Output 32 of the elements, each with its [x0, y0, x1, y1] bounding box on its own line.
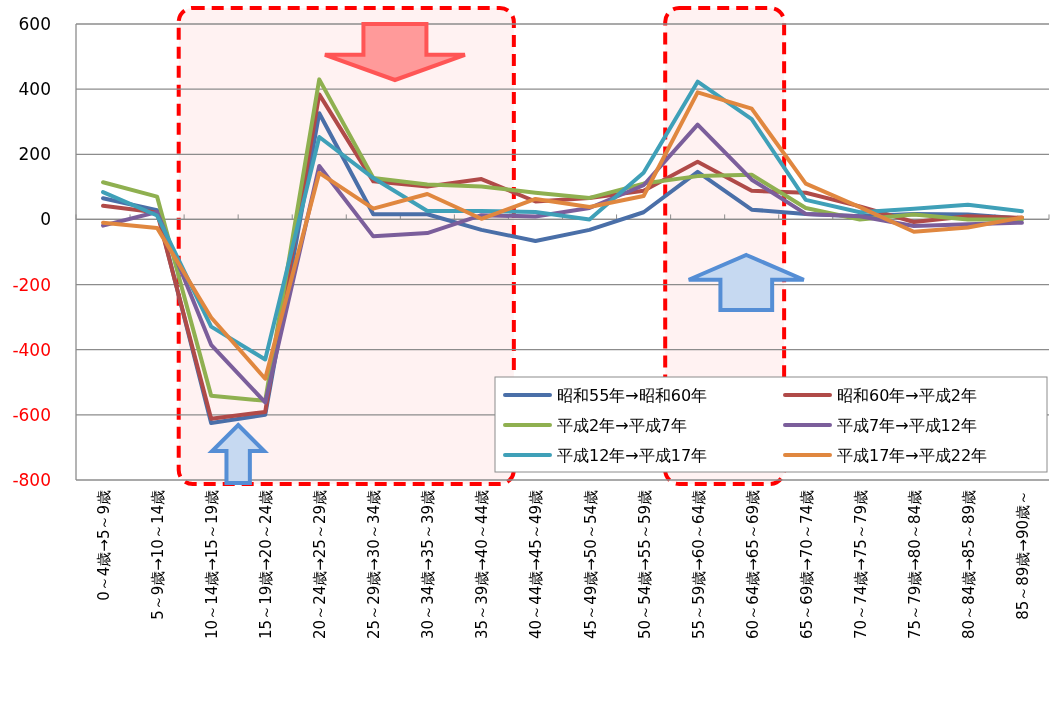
x-tick-label: 55～59歳→60～64歳: [689, 490, 708, 639]
x-tick-label: 5～9歳→10～14歳: [149, 490, 168, 620]
y-tick-label: -800: [12, 470, 51, 490]
x-tick-label: 30～34歳→35～39歳: [419, 490, 438, 639]
legend-label: 昭和60年→平成2年: [837, 386, 977, 405]
y-tick-label: 0: [40, 209, 51, 230]
y-tick-label: 600: [18, 14, 51, 34]
x-tick-label: 45～49歳→50～54歳: [581, 490, 600, 639]
y-tick-label: -400: [12, 339, 51, 360]
legend-label: 昭和55年→昭和60年: [557, 386, 708, 405]
x-tick-label: 85～89歳→90歳～: [1013, 490, 1032, 620]
x-tick-label: 0～4歳→5～9歳: [95, 490, 114, 601]
x-tick-label: 35～39歳→40～44歳: [473, 490, 492, 639]
legend-label: 平成7年→平成12年: [837, 416, 977, 435]
legend-label: 平成17年→平成22年: [837, 446, 988, 465]
y-tick-label: -600: [12, 404, 51, 425]
x-tick-label: 70～74歳→75～79歳: [851, 490, 870, 639]
x-tick-label: 15～19歳→20～24歳: [257, 490, 276, 639]
x-tick-label: 65～69歳→70～74歳: [797, 490, 816, 639]
x-tick-label: 75～79歳→80～84歳: [905, 490, 924, 639]
x-tick-label: 25～29歳→30～34歳: [365, 490, 384, 639]
x-tick-label: 20～24歳→25～29歳: [311, 490, 330, 639]
legend-label: 平成12年→平成17年: [557, 446, 708, 465]
y-tick-label: 400: [18, 79, 51, 100]
x-tick-label: 60～64歳→65～69歳: [743, 490, 762, 639]
legend-label: 平成2年→平成7年: [557, 416, 687, 435]
x-tick-label: 50～54歳→55～59歳: [635, 490, 654, 639]
y-tick-label: 200: [18, 144, 51, 165]
x-tick-label: 40～44歳→45～49歳: [527, 490, 546, 639]
x-tick-label: 10～14歳→15～19歳: [203, 490, 222, 639]
x-tick-label: 80～84歳→85～89歳: [959, 490, 978, 639]
y-tick-label: -200: [12, 274, 51, 295]
